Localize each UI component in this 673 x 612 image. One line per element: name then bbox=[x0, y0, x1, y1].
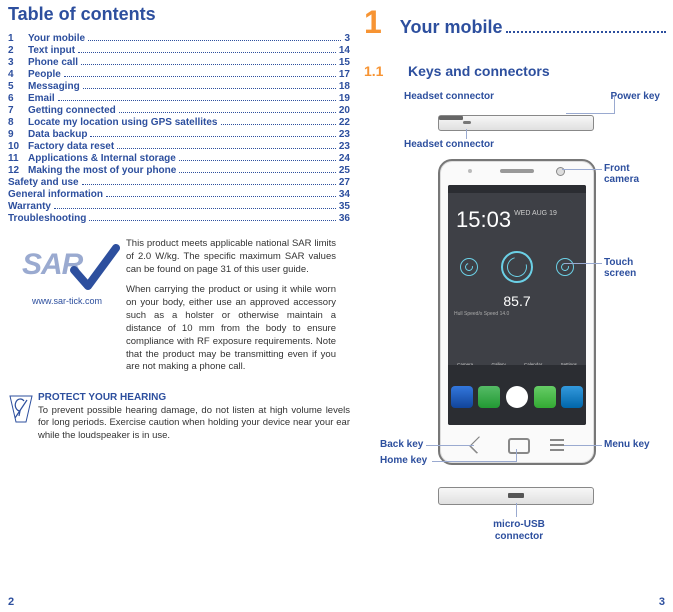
earpiece-icon bbox=[500, 169, 534, 173]
toc-row: Warranty35 bbox=[8, 201, 350, 212]
home-key-icon bbox=[508, 438, 530, 454]
sensor-icon bbox=[468, 169, 472, 173]
phone-app-icon bbox=[451, 386, 473, 408]
chapter-title: Your mobile bbox=[400, 17, 503, 38]
toc-row: General information34 bbox=[8, 189, 350, 200]
toc-row: 6Email19 bbox=[8, 93, 350, 104]
hearing-title: PROTECT YOUR HEARING bbox=[38, 392, 350, 403]
phone-diagram: Power key Headset connector Headset conn… bbox=[364, 91, 666, 561]
sar-block: SAR www.sar-tick.com This product meets … bbox=[8, 238, 350, 382]
page-number-right: 3 bbox=[659, 596, 665, 608]
table-of-contents: 1Your mobile32Text input143Phone call154… bbox=[8, 33, 350, 224]
gauge-icon bbox=[460, 258, 478, 276]
toc-row: 4People17 bbox=[8, 69, 350, 80]
hearing-text: To prevent possible hearing damage, do n… bbox=[38, 405, 350, 442]
toc-row: 12Making the most of your phone25 bbox=[8, 165, 350, 176]
gauge-icon bbox=[501, 251, 533, 283]
checkmark-icon bbox=[70, 242, 120, 294]
label-headset-connector: Headset connector bbox=[404, 139, 494, 150]
toc-row: 7Getting connected20 bbox=[8, 105, 350, 116]
label-home-key: Home key bbox=[380, 455, 427, 466]
micro-usb-icon bbox=[508, 493, 524, 498]
touch-screen: 15:03WED AUG 19 85.7 Hull Speed/s Speed … bbox=[448, 185, 586, 425]
label-micro-usb: micro-USB connector bbox=[484, 519, 554, 543]
sar-logo: SAR bbox=[22, 246, 112, 290]
speed-value: 85.7 bbox=[448, 293, 586, 309]
toc-title: Table of contents bbox=[8, 4, 350, 25]
toc-row: 2Text input14 bbox=[8, 45, 350, 56]
toc-row: Safety and use27 bbox=[8, 177, 350, 188]
label-headset: Headset connector bbox=[404, 91, 494, 102]
sar-paragraph-1: This product meets applicable national S… bbox=[126, 238, 336, 276]
label-touch-screen: Touch screen bbox=[604, 257, 666, 279]
sar-url: www.sar-tick.com bbox=[8, 296, 126, 306]
phone-front-view: 15:03WED AUG 19 85.7 Hull Speed/s Speed … bbox=[438, 159, 596, 465]
clock-widget: 15:03WED AUG 19 bbox=[456, 207, 557, 233]
toc-row: 1Your mobile3 bbox=[8, 33, 350, 44]
section-title: Keys and connectors bbox=[408, 63, 550, 79]
toc-row: 10Factory data reset 23 bbox=[8, 141, 350, 152]
toc-row: 3Phone call15 bbox=[8, 57, 350, 68]
browser-app-icon bbox=[561, 386, 583, 408]
label-power-key: Power key bbox=[611, 91, 660, 102]
toc-row: Troubleshooting36 bbox=[8, 213, 350, 224]
headset-jack-icon bbox=[463, 121, 471, 124]
hearing-block: PROTECT YOUR HEARING To prevent possible… bbox=[8, 392, 350, 442]
power-key-icon bbox=[439, 116, 463, 120]
hearing-icon bbox=[8, 392, 38, 442]
section-number: 1.1 bbox=[364, 63, 408, 79]
chapter-leader-dots bbox=[506, 31, 666, 33]
app-drawer-icon bbox=[506, 386, 528, 408]
phone-top-edge bbox=[438, 115, 592, 137]
label-front-camera: Front camera bbox=[604, 163, 666, 185]
sar-paragraph-2: When carrying the product or using it wh… bbox=[126, 284, 336, 374]
menu-key-icon bbox=[550, 439, 564, 453]
toc-row: 8Locate my location using GPS satellites… bbox=[8, 117, 350, 128]
chapter-number: 1 bbox=[364, 4, 382, 41]
label-menu-key: Menu key bbox=[604, 439, 650, 450]
messaging-app-icon bbox=[534, 386, 556, 408]
contacts-app-icon bbox=[478, 386, 500, 408]
toc-row: 9Data backup23 bbox=[8, 129, 350, 140]
gauge-icon bbox=[556, 258, 574, 276]
page-number-left: 2 bbox=[8, 596, 14, 608]
toc-row: 5Messaging18 bbox=[8, 81, 350, 92]
toc-row: 11Applications & Internal storage24 bbox=[8, 153, 350, 164]
label-back-key: Back key bbox=[380, 439, 423, 450]
speed-sub: Hull Speed/s Speed 14.0 bbox=[454, 311, 509, 317]
